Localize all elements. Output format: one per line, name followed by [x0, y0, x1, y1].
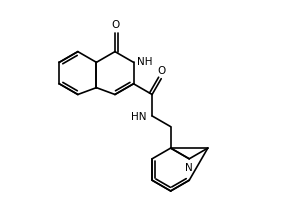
- Text: NH: NH: [137, 57, 153, 67]
- Text: N: N: [185, 163, 193, 173]
- Text: O: O: [157, 66, 165, 76]
- Text: HN: HN: [131, 112, 147, 122]
- Text: O: O: [111, 20, 120, 30]
